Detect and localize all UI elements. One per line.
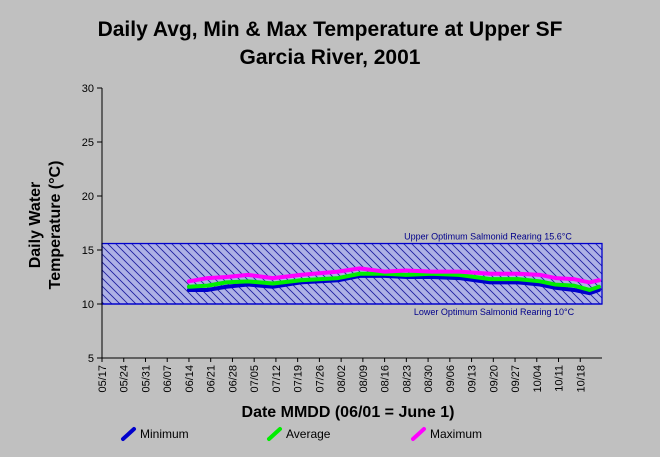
x-tick-label: 08/02 — [336, 365, 348, 393]
legend-maximum-label: Maximum — [430, 427, 482, 441]
x-tick-label: 06/07 — [162, 365, 174, 393]
x-tick-label: 05/31 — [140, 365, 152, 393]
legend-minimum-swatch — [121, 427, 136, 441]
y-tick-label: 20 — [82, 191, 94, 203]
series-minimum-line — [186, 273, 601, 296]
x-tick-label: 10/11 — [554, 365, 566, 392]
x-tick-label: 06/14 — [184, 365, 196, 393]
x-tick-label: 07/26 — [314, 365, 326, 393]
lower-optimum-label: Lower Optimum Salmonid Rearing 10°C — [414, 307, 575, 317]
x-tick-label: 05/24 — [119, 365, 131, 393]
x-axis-title: Date MMDD (06/01 = June 1) — [242, 404, 455, 421]
x-tick-label: 06/28 — [227, 365, 239, 393]
y-tick-label: 5 — [88, 353, 94, 365]
plot-background — [102, 88, 602, 358]
x-tick-label: 06/21 — [206, 365, 218, 393]
x-tick-label: 09/20 — [488, 365, 500, 393]
x-tick-label: 05/17 — [97, 365, 109, 393]
x-tick-label: 10/18 — [575, 365, 587, 393]
series-average-line — [186, 271, 601, 292]
chart-title-line1: Daily Avg, Min & Max Temperature at Uppe… — [98, 18, 563, 41]
legend-maximum-swatch — [411, 427, 426, 441]
x-tick-label: 09/13 — [467, 365, 479, 393]
legend-average-swatch — [267, 427, 282, 441]
x-tick-label: 09/06 — [445, 365, 457, 393]
legend-minimum-label: Minimum — [140, 427, 189, 441]
x-tick-label: 07/19 — [293, 365, 305, 393]
x-tick-label: 08/23 — [401, 365, 413, 393]
x-tick-label: 08/30 — [423, 365, 435, 393]
x-tick-label: 07/05 — [249, 365, 261, 393]
x-tick-label: 09/27 — [510, 365, 522, 393]
series-maximum-line — [186, 266, 601, 285]
legend-average-label: Average — [286, 427, 331, 441]
x-tick-label: 08/16 — [380, 365, 392, 393]
legend: Minimum Average Maximum — [121, 427, 482, 441]
x-tick-label: 10/04 — [532, 365, 544, 393]
y-tick-label: 25 — [82, 137, 94, 149]
y-tick-label: 15 — [82, 245, 94, 257]
x-tick-label: 07/12 — [271, 365, 283, 393]
upper-optimum-label: Upper Optimum Salmonid Rearing 15.6°C — [404, 232, 572, 242]
plot-area: Upper Optimum Salmonid Rearing 15.6°C Low… — [82, 83, 603, 393]
chart-title-line2: Garcia River, 2001 — [240, 46, 421, 69]
y-axis-title-line2: Temperature (°C) — [47, 161, 64, 290]
y-axis-title-line1: Daily Water — [27, 182, 44, 269]
x-tick-label: 08/09 — [358, 365, 370, 393]
y-tick-label: 10 — [82, 299, 94, 311]
y-tick-label: 30 — [82, 83, 94, 95]
